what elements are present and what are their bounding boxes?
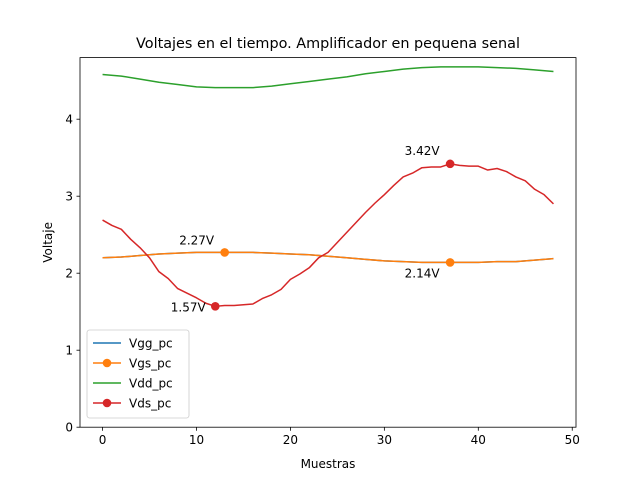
y-tick-label: 3: [65, 190, 73, 204]
data-point: [445, 258, 455, 267]
legend-entry-label: Vdd_pc: [129, 376, 173, 390]
legend-box: [86, 329, 190, 419]
data-point: [220, 248, 229, 257]
x-tick-label: 0: [99, 433, 107, 447]
legend: Vgg_pc Vgs_pc Vdd_pc Vds_pc: [86, 329, 190, 419]
x-axis: 0 10 20 30 40 50: [99, 427, 580, 447]
series-line-vds-pc: [102, 163, 554, 308]
x-axis-label: Muestras: [301, 457, 356, 471]
data-point: [210, 302, 220, 311]
series-line-vgs-pc: [102, 251, 554, 264]
annotations: 2.27V 2.14V 1.57V 3.42V: [171, 144, 441, 314]
legend-marker: [102, 358, 112, 368]
legend-entry-label: Vgg_pc: [129, 336, 173, 350]
chart-title: Voltajes en el tiempo. Amplificador en p…: [136, 36, 520, 52]
data-point: [445, 159, 455, 169]
data-label: 2.27V: [179, 233, 215, 247]
series-line-vdd-pc: [102, 66, 554, 89]
y-tick-label: 0: [65, 421, 73, 435]
x-tick-label: 50: [565, 433, 580, 447]
x-tick-label: 40: [471, 433, 486, 447]
y-tick-label: 1: [65, 344, 73, 358]
y-axis-label: Voltaje: [41, 222, 55, 263]
x-tick-label: 30: [377, 433, 392, 447]
x-tick-label: 10: [189, 433, 204, 447]
y-tick-label: 2: [65, 267, 73, 281]
x-tick-label: 20: [283, 433, 298, 447]
data-label: 2.14V: [405, 266, 441, 280]
data-label: 3.42V: [405, 144, 441, 158]
plot-frame: [79, 57, 577, 428]
legend-marker: [102, 398, 112, 408]
legend-entry-label: Vgs_pc: [129, 356, 171, 370]
legend-entry-label: Vds_pc: [129, 396, 171, 410]
data-label: 1.57V: [171, 300, 207, 314]
plot-area: [102, 66, 554, 311]
y-axis: 0 1 2 3 4: [65, 113, 80, 435]
y-tick-label: 4: [65, 113, 73, 127]
